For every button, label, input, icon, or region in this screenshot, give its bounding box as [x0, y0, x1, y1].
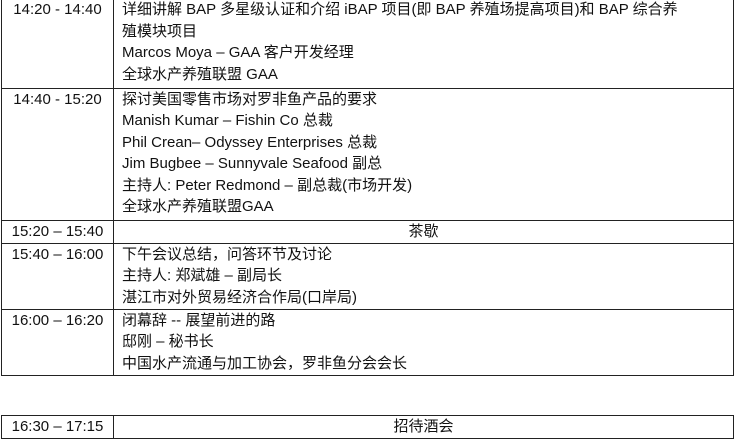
time-cell: 14:40 - 15:20: [1, 87, 114, 221]
organization: 湛江市对外贸易经济合作局(口岸局): [122, 288, 357, 306]
organization: 中国水产流通与加工协会，罗非鱼分会会长: [122, 354, 408, 372]
table-row: 16:00 – 16:20 闭幕辞 -- 展望前进的路 邸刚 – 秘书长 中国水…: [1, 308, 734, 376]
moderator: 主持人: 郑斌雄 – 副局长: [122, 267, 283, 284]
organization: 全球水产养殖联盟 GAA: [122, 65, 278, 83]
session-cell: 探讨美国零售市场对罗非鱼产品的要求 Manish Kumar – Fishin …: [113, 87, 734, 221]
table-row: 14:20 - 14:40 详细讲解 BAP 多星级认证和介绍 iBAP 项目(…: [1, 0, 734, 89]
schedule-table: 14:20 - 14:40 详细讲解 BAP 多星级认证和介绍 iBAP 项目(…: [1, 0, 734, 376]
organization: 全球水产养殖联盟GAA: [122, 198, 274, 215]
break-cell: 茶歇: [113, 219, 734, 244]
time-cell: 16:00 – 16:20: [1, 308, 114, 376]
moderator: 主持人: Peter Redmond – 副总裁(市场开发): [122, 176, 413, 194]
session-title: 下午会议总结，问答环节及讨论: [122, 245, 333, 263]
time-cell: 14:20 - 14:40: [1, 0, 114, 89]
reception-table: 16:30 – 17:15 招待酒会: [1, 415, 734, 439]
speaker: Jim Bugbee – Sunnyvale Seafood 副总: [122, 155, 383, 172]
speaker: Marcos Moya – GAA 客户开发经理: [122, 44, 354, 61]
session-title: 探讨美国零售市场对罗非鱼产品的要求: [122, 90, 378, 108]
session-cell: 详细讲解 BAP 多星级认证和介绍 iBAP 项目(即 BAP 养殖场提高项目)…: [113, 0, 734, 89]
reception-cell: 招待酒会: [113, 415, 734, 439]
session-cell: 闭幕辞 -- 展望前进的路 邸刚 – 秘书长 中国水产流通与加工协会，罗非鱼分会…: [113, 308, 734, 376]
table-row: 15:40 – 16:00 下午会议总结，问答环节及讨论 主持人: 郑斌雄 – …: [1, 242, 734, 310]
speaker: 邸刚 – 秘书长: [122, 333, 214, 350]
time-cell: 15:20 – 15:40: [1, 219, 114, 244]
session-title: 闭幕辞 -- 展望前进的路: [122, 311, 276, 329]
session-title: 详细讲解 BAP 多星级认证和介绍 iBAP 项目(即 BAP 养殖场提高项目)…: [122, 1, 678, 18]
speaker: Manish Kumar – Fishin Co 总裁: [122, 112, 333, 129]
session-title-cont: 殖模块项目: [122, 22, 198, 40]
table-row: 14:40 - 15:20 探讨美国零售市场对罗非鱼产品的要求 Manish K…: [1, 87, 734, 221]
speaker: Phil Crean– Odyssey Enterprises 总裁: [122, 133, 378, 151]
session-cell: 下午会议总结，问答环节及讨论 主持人: 郑斌雄 – 副局长 湛江市对外贸易经济合…: [113, 242, 734, 310]
table-row: 16:30 – 17:15 招待酒会: [1, 415, 734, 439]
time-cell: 16:30 – 17:15: [1, 415, 114, 439]
table-row: 15:20 – 15:40 茶歇: [1, 219, 734, 244]
time-cell: 15:40 – 16:00: [1, 242, 114, 310]
